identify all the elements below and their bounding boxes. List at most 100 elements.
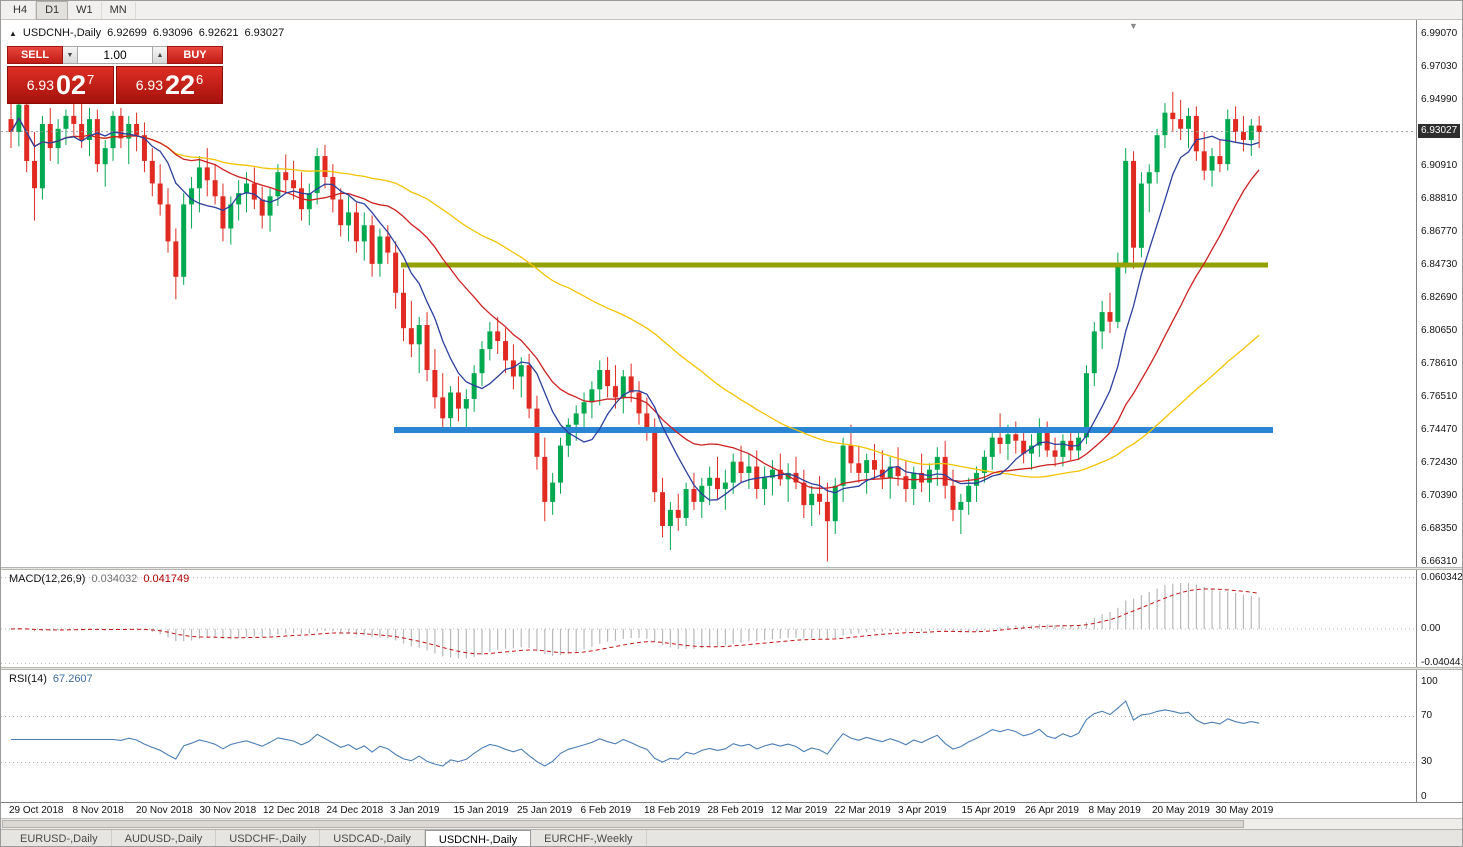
date-label: 20 Nov 2018 [136, 805, 193, 816]
volume-input[interactable] [77, 46, 153, 64]
ohlc-open-value: 6.92699 [107, 27, 147, 39]
timeframe-toolbar: H4 D1 W1 MN [1, 1, 1462, 20]
date-label: 30 Nov 2018 [199, 805, 257, 816]
date-label: 28 Feb 2019 [707, 805, 764, 816]
ohlc-close-value: 6.93027 [244, 27, 285, 39]
macd-axis-label: 0.00 [1421, 623, 1441, 634]
date-label: 26 Apr 2019 [1025, 805, 1079, 816]
date-label: 12 Mar 2019 [771, 805, 828, 816]
ohlc-low-value: 6.92621 [198, 27, 239, 39]
rsi-axis-label: 30 [1421, 756, 1433, 767]
date-label: 8 Nov 2018 [72, 805, 124, 816]
macd-panel-splitter[interactable] [1, 567, 1462, 570]
price-axis-label: 6.74470 [1421, 424, 1458, 435]
date-label: 18 Feb 2019 [644, 805, 701, 816]
price-axis-label: 6.99070 [1421, 28, 1458, 39]
timeframe-h4-button[interactable]: H4 [5, 1, 37, 19]
date-label: 30 May 2019 [1215, 805, 1274, 816]
macd-main-value: 0.034032 [91, 573, 138, 585]
rsi-value: 67.2607 [52, 673, 93, 685]
volume-decrease-button[interactable]: ▼ [63, 46, 77, 64]
buy-price-pip: 6 [196, 71, 204, 87]
price-axis[interactable]: 6.93027 6.99070 6.97030 6.94990 6.90910 6.88… [1416, 20, 1462, 567]
rsi-axis[interactable]: 100 70 30 0 [1416, 670, 1462, 802]
chart-tab-bar: EURUSD-,Daily AUDUSD-,Daily USDCHF-,Daily U… [1, 829, 1462, 846]
candlestick-chart[interactable] [1, 20, 1418, 567]
price-axis-label: 6.88810 [1421, 193, 1458, 204]
macd-panel[interactable]: MACD(12,26,9) 0.034032 0.041749 0.060342… [1, 570, 1463, 668]
price-axis-label: 6.68350 [1421, 523, 1458, 534]
scrollbar-thumb[interactable] [2, 820, 1244, 828]
sell-price-pip: 7 [87, 71, 95, 87]
buy-quote-button[interactable]: 6.93 22 6 [116, 66, 223, 104]
date-label: 3 Jan 2019 [390, 805, 440, 816]
buy-button[interactable]: BUY [167, 46, 223, 64]
price-axis-label: 6.72430 [1421, 457, 1458, 468]
price-axis-label: 6.66310 [1421, 556, 1458, 567]
price-axis-label: 6.76510 [1421, 391, 1458, 402]
price-axis-label: 6.94990 [1421, 94, 1458, 105]
chart-shift-marker[interactable]: ▼ [1129, 21, 1138, 31]
price-axis-label: 6.86770 [1421, 226, 1458, 237]
rsi-axis-label: 0 [1421, 791, 1427, 802]
date-label: 24 Dec 2018 [326, 805, 384, 816]
sell-price-prefix: 6.93 [26, 77, 54, 93]
timeframe-w1-button[interactable]: W1 [68, 1, 102, 19]
chart-ohlc-header: ▲ USDCNH-,Daily 6.92699 6.93096 6.92621 … [9, 27, 284, 39]
buy-price-main: 22 [164, 69, 196, 100]
chart-tab-eurusd-daily[interactable]: EURUSD-,Daily [7, 830, 112, 846]
chart-tab-usdcad-daily[interactable]: USDCAD-,Daily [320, 830, 425, 846]
rsi-chart[interactable] [1, 670, 1418, 802]
current-price-label: 6.93027 [1418, 124, 1460, 138]
chart-tab-audusd-daily[interactable]: AUDUSD-,Daily [112, 830, 217, 846]
price-axis-label: 6.97030 [1421, 61, 1458, 72]
date-label: 15 Apr 2019 [961, 805, 1016, 816]
rsi-axis-label: 70 [1421, 710, 1433, 721]
macd-axis-label: 0.060342 [1421, 572, 1463, 583]
macd-signal-value: 0.041749 [143, 573, 190, 585]
date-label: 15 Jan 2019 [453, 805, 509, 816]
rsi-panel[interactable]: RSI(14) 67.2607 100 70 30 0 [1, 670, 1462, 802]
volume-increase-button[interactable]: ▲ [153, 46, 167, 64]
buy-price-prefix: 6.93 [135, 77, 163, 93]
price-axis-label: 6.80650 [1421, 325, 1458, 336]
date-label: 22 Mar 2019 [834, 805, 891, 816]
main-chart-panel[interactable]: ▲ USDCNH-,Daily 6.92699 6.93096 6.92621 … [1, 20, 1462, 567]
price-axis-label: 6.78610 [1421, 358, 1458, 369]
date-label: 8 May 2019 [1088, 805, 1141, 816]
chart-scrollbar[interactable] [1, 818, 1462, 829]
rsi-label-row: RSI(14) 67.2607 [9, 673, 93, 685]
macd-axis-label: -0.040441 [1421, 657, 1463, 668]
date-label: 29 Oct 2018 [9, 805, 64, 816]
date-axis[interactable]: 29 Oct 2018 8 Nov 2018 20 Nov 2018 30 Nov 2… [1, 802, 1462, 818]
sell-quote-button[interactable]: 6.93 02 7 [7, 66, 114, 104]
date-label: 20 May 2019 [1152, 805, 1210, 816]
price-axis-label: 6.82690 [1421, 292, 1458, 303]
chart-menu-icon: ▲ [9, 28, 17, 38]
rsi-label: RSI(14) [9, 673, 47, 685]
price-axis-label: 6.90910 [1421, 160, 1458, 171]
one-click-trading-panel: SELL ▼ ▲ BUY 6.93 02 7 6.93 22 6 [7, 46, 223, 104]
date-label: 12 Dec 2018 [263, 805, 320, 816]
rsi-axis-label: 100 [1421, 676, 1438, 687]
chart-tab-usdchf-daily[interactable]: USDCHF-,Daily [216, 830, 321, 846]
chart-tab-usdcnh-daily[interactable]: USDCNH-,Daily [424, 830, 532, 846]
chart-tab-eurchf-weekly[interactable]: EURCHF-,Weekly [531, 830, 647, 846]
price-axis-label: 6.84730 [1421, 259, 1458, 270]
rsi-panel-splitter[interactable] [1, 667, 1462, 670]
timeframe-d1-button[interactable]: D1 [36, 1, 69, 20]
macd-chart[interactable] [1, 570, 1418, 667]
chart-symbol-label: USDCNH-,Daily [22, 27, 102, 39]
macd-axis[interactable]: 0.060342 0.00 -0.040441 [1416, 570, 1463, 668]
date-label: 6 Feb 2019 [580, 805, 632, 816]
timeframe-mn-button[interactable]: MN [102, 1, 136, 19]
sell-button[interactable]: SELL [7, 46, 63, 64]
macd-label-row: MACD(12,26,9) 0.034032 0.041749 [9, 573, 189, 585]
macd-label: MACD(12,26,9) [9, 573, 86, 585]
price-axis-label: 6.70390 [1421, 490, 1458, 501]
sell-price-main: 02 [55, 69, 87, 100]
date-label: 3 Apr 2019 [898, 805, 947, 816]
ohlc-high-value: 6.93096 [152, 27, 193, 39]
date-label: 25 Jan 2019 [517, 805, 573, 816]
